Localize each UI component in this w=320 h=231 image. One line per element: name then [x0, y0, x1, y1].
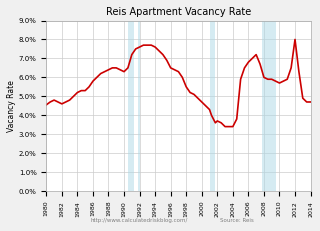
Text: Source: Reis: Source: Reis — [220, 218, 253, 223]
Title: Reis Apartment Vacancy Rate: Reis Apartment Vacancy Rate — [106, 7, 251, 17]
Bar — [210, 21, 215, 191]
Text: http://www.calculatedriskblog.com/: http://www.calculatedriskblog.com/ — [90, 218, 188, 223]
Bar — [138, 21, 140, 191]
Bar — [128, 21, 134, 191]
Y-axis label: Vacancy Rate: Vacancy Rate — [7, 80, 16, 132]
Bar — [262, 21, 276, 191]
